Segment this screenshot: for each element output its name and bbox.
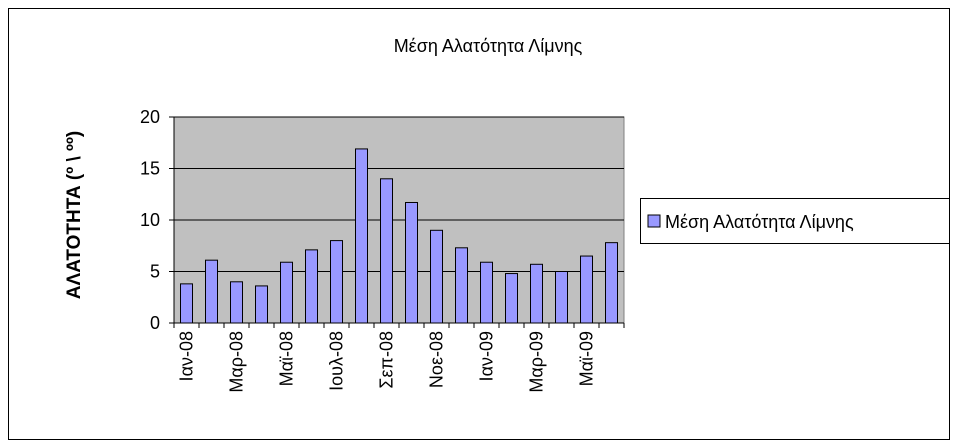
x-tick-label: Μαρ-09 xyxy=(527,331,547,393)
y-tick-label: 20 xyxy=(140,107,160,127)
x-tick-label: Σεπ-08 xyxy=(377,331,397,389)
y-tick-label: 5 xyxy=(150,262,160,282)
bar xyxy=(205,259,218,324)
bar xyxy=(430,229,443,324)
legend-marker xyxy=(647,214,661,228)
x-tick-label: Μαϊ-08 xyxy=(277,331,297,386)
bar xyxy=(255,285,268,324)
bar xyxy=(305,249,318,324)
bar xyxy=(480,261,493,324)
y-tick-label: 15 xyxy=(140,159,160,179)
bar xyxy=(530,263,543,324)
x-tick-label: Μαρ-08 xyxy=(227,331,247,393)
bar xyxy=(405,201,418,324)
chart-title: Μέση Αλατότητα Λίμνης xyxy=(394,36,583,56)
bar xyxy=(555,271,568,324)
bar xyxy=(455,247,468,324)
x-tick-label: Μαϊ-09 xyxy=(577,331,597,386)
bar xyxy=(605,242,618,324)
y-tick-label: 10 xyxy=(140,210,160,230)
bar xyxy=(505,273,518,324)
bar xyxy=(180,283,193,324)
bar xyxy=(230,281,243,324)
bar xyxy=(580,255,593,324)
y-axis-title: ΑΛΑΤΟΤΗΤΑ (º \ ºº) xyxy=(64,131,85,299)
bar xyxy=(380,178,393,324)
bar xyxy=(355,148,368,324)
x-tick-label: Ιαν-08 xyxy=(177,331,197,381)
x-tick-label: Ιαν-09 xyxy=(477,331,497,381)
bar xyxy=(280,261,293,324)
x-tick-label: Νοε-08 xyxy=(427,331,447,388)
legend-box xyxy=(640,198,950,244)
y-tick-label: 0 xyxy=(150,313,160,333)
bar xyxy=(330,240,343,324)
legend-label: Μέση Αλατότητα Λίμνης xyxy=(665,212,854,232)
x-tick-label: Ιουλ-08 xyxy=(327,331,347,391)
